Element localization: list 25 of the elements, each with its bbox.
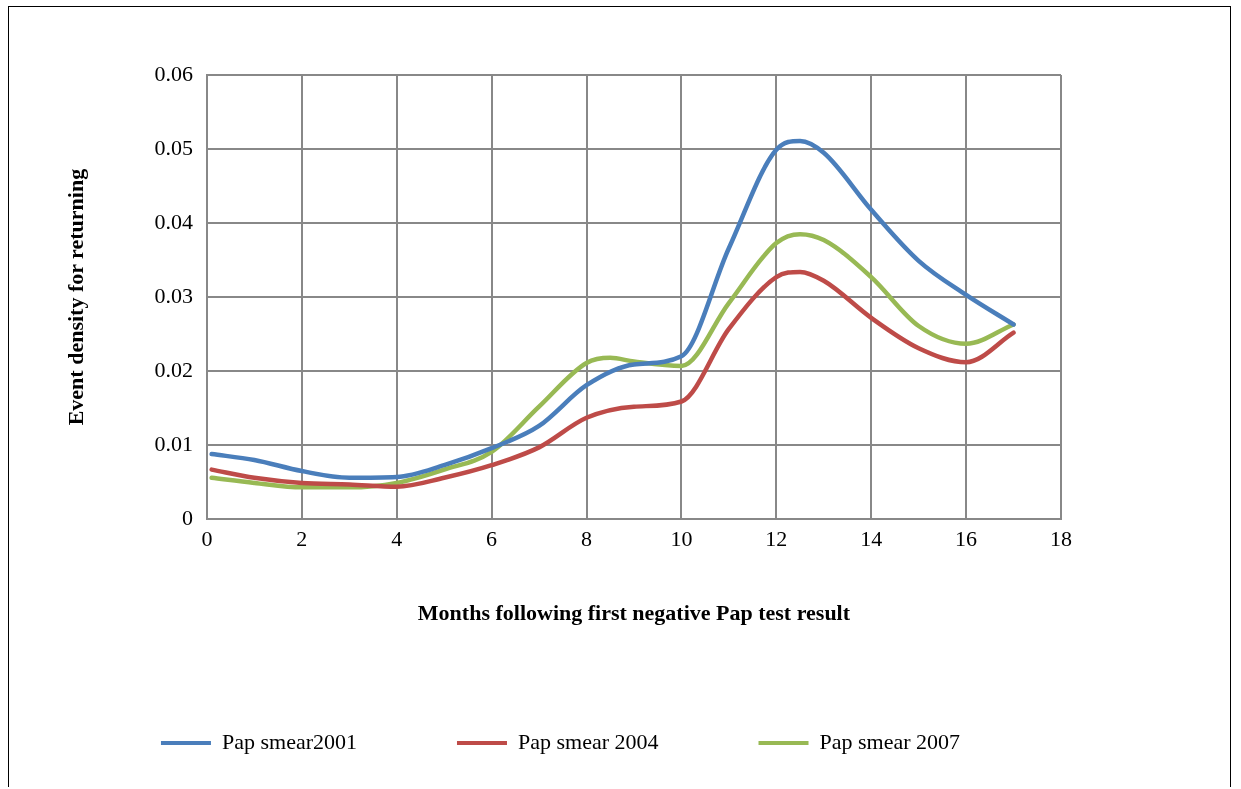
y-tick-label: 0.04 [154,208,193,234]
y-tick-label: 0 [181,504,193,530]
y-tick-label: 0.05 [154,134,193,160]
x-tick-label: 4 [391,526,403,552]
y-tick-label: 0.06 [154,60,193,86]
y-tick-label: 0.03 [154,282,193,308]
line-series [209,138,1016,480]
x-tick-label: 8 [581,526,592,552]
legend-label: Pap smear 2007 [819,728,961,754]
x-tick-label: 12 [765,526,788,552]
y-axis-title: Event density for returning [62,168,88,426]
x-tick-label: 14 [860,526,883,552]
x-tick-label: 16 [955,526,978,552]
line-series [209,269,1016,489]
y-tick-label: 0.01 [154,430,193,456]
y-tick-label: 0.02 [154,356,193,382]
x-tick-label: 6 [486,526,498,552]
x-tick-label: 10 [670,526,693,552]
x-tick-label: 18 [1050,526,1072,552]
x-tick-label: 0 [201,526,213,552]
legend-label: Pap smear2001 [221,728,357,754]
x-tick-label: 2 [296,526,308,552]
x-axis-title: Months following first negative Pap test result [417,600,851,626]
line-series [209,231,1016,490]
legend-label: Pap smear 2004 [517,728,659,754]
